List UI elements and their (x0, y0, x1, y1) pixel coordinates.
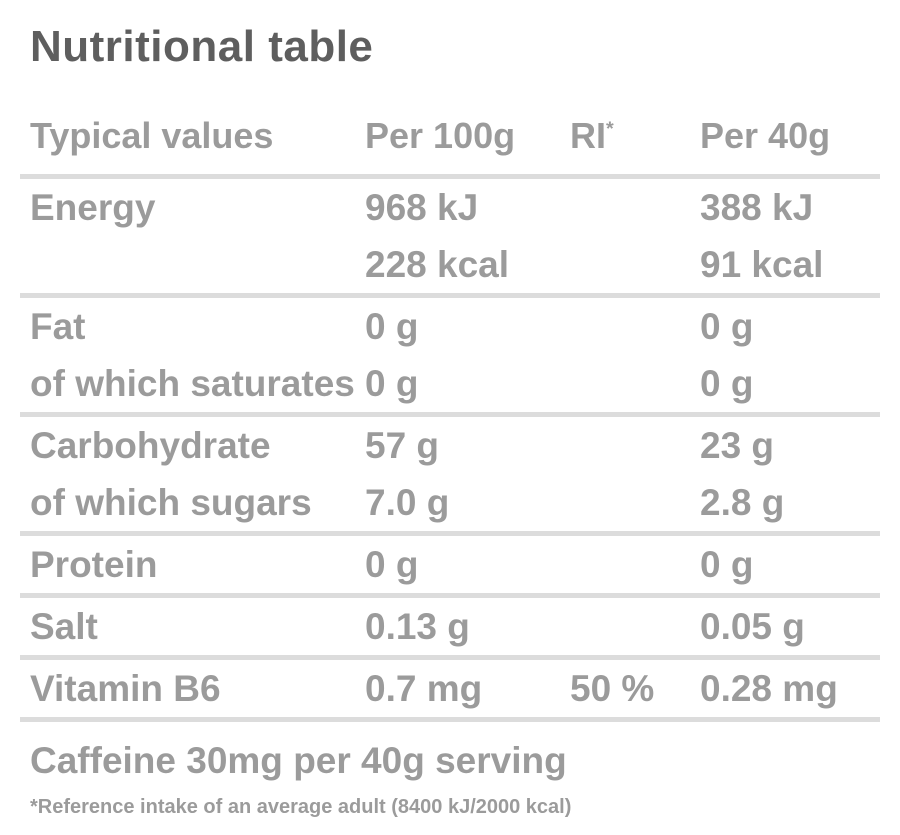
divider (20, 293, 880, 298)
row-label: Carbohydrate (30, 425, 271, 466)
row-per40: 388 kJ (700, 187, 814, 228)
row-per100: 7.0 g (365, 482, 450, 523)
divider (20, 593, 880, 598)
row-per40: 0 g (700, 363, 754, 404)
divider (20, 655, 880, 660)
row-label: Fat (30, 306, 86, 347)
table-row-fat: Fat 0 g 0 g (30, 298, 880, 355)
row-label: Vitamin B6 (30, 668, 221, 709)
table-row-carbohydrate: Carbohydrate 57 g 23 g (30, 417, 880, 474)
row-ri: 50 % (570, 668, 655, 709)
table-row-salt: Salt 0.13 g 0.05 g (30, 598, 880, 655)
row-label: of which saturates (30, 363, 355, 404)
row-label: of which sugars (30, 482, 312, 523)
row-per40: 0.28 mg (700, 668, 838, 709)
divider (20, 174, 880, 179)
row-label: Protein (30, 544, 158, 585)
header-per-100g: Per 100g (365, 115, 516, 156)
header-per-40g: Per 40g (700, 115, 831, 156)
row-per40: 0.05 g (700, 606, 805, 647)
row-per100: 0 g (365, 363, 419, 404)
reference-intake-footnote: *Reference intake of an average adult (8… (30, 796, 572, 818)
row-per40: 2.8 g (700, 482, 785, 523)
row-per40: 0 g (700, 306, 754, 347)
divider (20, 412, 880, 417)
table-row-vitamin-b6: Vitamin B6 0.7 mg 50 % 0.28 mg (30, 660, 880, 717)
header-ri-asterisk: * (606, 118, 614, 140)
row-per100: 0.13 g (365, 606, 470, 647)
table-row-saturates: of which saturates 0 g 0 g (30, 355, 880, 412)
row-label: Energy (30, 187, 156, 228)
table-header-row: Typical values Per 100g RI* Per 40g (30, 106, 880, 174)
row-per40: 23 g (700, 425, 775, 466)
divider (20, 717, 880, 722)
row-per100: 0.7 mg (365, 668, 483, 709)
divider (20, 531, 880, 536)
caffeine-note: Caffeine 30mg per 40g serving (30, 740, 567, 781)
row-per100: 968 kJ (365, 187, 479, 228)
row-per100: 228 kcal (365, 244, 510, 285)
table-row-sugars: of which sugars 7.0 g 2.8 g (30, 474, 880, 531)
row-label: Salt (30, 606, 98, 647)
row-per100: 0 g (365, 306, 419, 347)
row-per40: 91 kcal (700, 244, 824, 285)
row-per100: 57 g (365, 425, 440, 466)
header-ri: RI* (570, 106, 700, 174)
nutrition-table: Typical values Per 100g RI* Per 40g Ener… (20, 106, 880, 722)
header-typical-values: Typical values (30, 115, 274, 156)
table-row-protein: Protein 0 g 0 g (30, 536, 880, 593)
page-title: Nutritional table (30, 22, 374, 71)
row-per100: 0 g (365, 544, 419, 585)
header-ri-label: RI (570, 115, 606, 156)
table-row-energy-kcal: 228 kcal 91 kcal (30, 236, 880, 293)
table-row-energy: Energy 968 kJ 388 kJ (30, 179, 880, 236)
row-per40: 0 g (700, 544, 754, 585)
